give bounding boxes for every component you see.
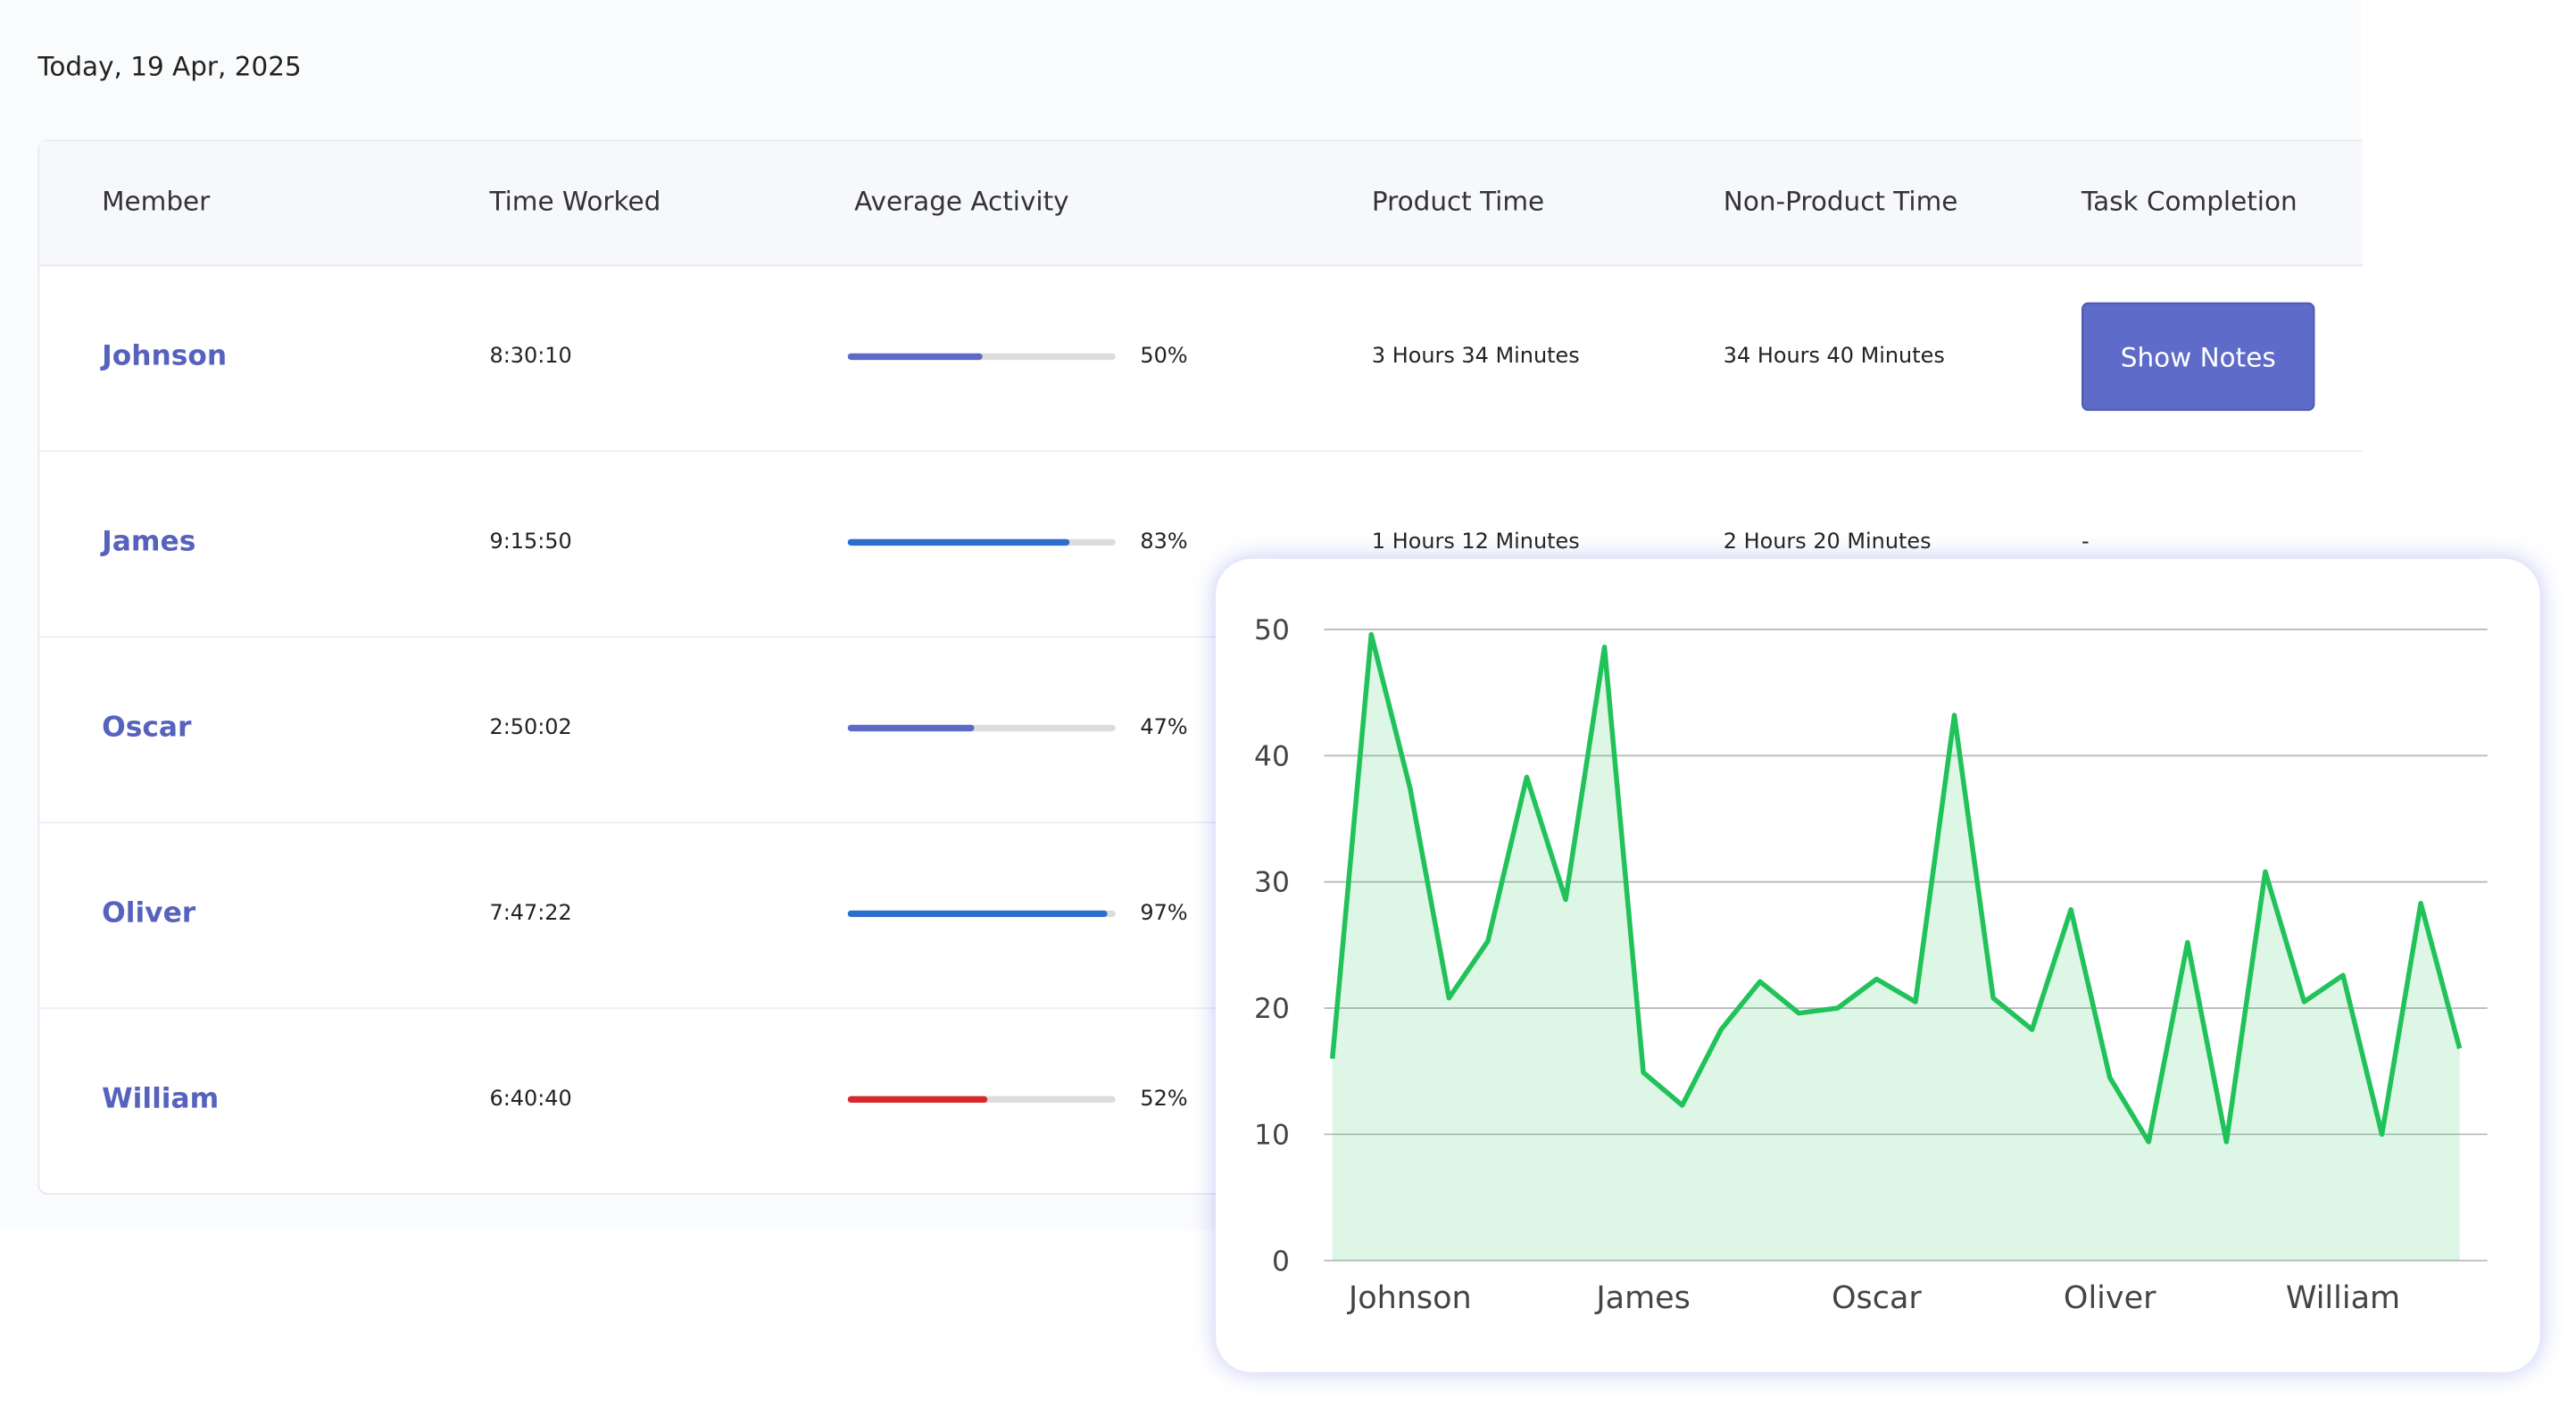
activity-bar [847, 1096, 987, 1104]
line [1329, 631, 2463, 1145]
activity-bar [847, 353, 982, 361]
row-divider [39, 636, 2363, 638]
y-tick-label: 40 [1254, 740, 1290, 772]
task-completion: - [2082, 529, 2090, 555]
column-header: Task Completion [2082, 185, 2298, 217]
activity-label: 47% [1140, 715, 1188, 741]
time-worked: 8:30:10 [489, 344, 572, 370]
y-tick-label: 30 [1254, 867, 1290, 899]
x-tick-label: Oscar [1832, 1280, 1922, 1316]
activity-label: 52% [1140, 1087, 1188, 1113]
time-worked: 2:50:02 [489, 715, 572, 741]
activity-bar [847, 724, 974, 732]
activity-bar [847, 910, 1108, 918]
x-tick-label: Oliver [2064, 1280, 2156, 1316]
date: Today, 19 Apr, 2025 [37, 51, 302, 83]
column-header: Time Worked [489, 185, 661, 217]
area-fill [1332, 634, 2460, 1261]
y-tick-label: 20 [1254, 993, 1290, 1025]
time-worked: 7:47:22 [489, 901, 572, 927]
chart-card: 0 10 20 30 40 50 Johnson James Oscar Oliver Willia… [1216, 558, 2540, 1372]
show-notes-button[interactable]: Show Notes [2082, 302, 2315, 412]
non-product-time: 2 Hours 20 Minutes [1723, 529, 1932, 555]
column-header: Average Activity [854, 185, 1069, 217]
y-tick-label: 10 [1254, 1119, 1290, 1151]
activity-label: 97% [1140, 901, 1188, 927]
table-header: Member Time Worked Average Activity Product… [39, 141, 2363, 267]
activity-label: 50% [1140, 344, 1188, 370]
time-worked: 6:40:40 [489, 1087, 572, 1113]
column-header: Non-Product Time [1723, 185, 1958, 217]
activity-label: 83% [1140, 529, 1188, 555]
y-tick-label: 0 [1272, 1246, 1290, 1278]
row-divider [39, 450, 2363, 453]
row-divider [39, 821, 2363, 824]
member[interactable]: James [102, 525, 196, 559]
non-product-time: 34 Hours 40 Minutes [1723, 344, 1945, 370]
member[interactable]: Oscar [102, 711, 192, 745]
activity-bar [847, 538, 1070, 546]
y-tick-label: 50 [1254, 614, 1290, 646]
activity-track [847, 353, 1116, 361]
activity-track [847, 724, 1116, 732]
member[interactable]: Oliver [102, 896, 196, 930]
product-time: 1 Hours 12 Minutes [1371, 529, 1580, 555]
row-divider [39, 1007, 2363, 1010]
member[interactable]: William [102, 1082, 220, 1116]
x-tick-label: Johnson [1347, 1280, 1472, 1316]
column-header: Product Time [1371, 185, 1545, 217]
activity-track [847, 538, 1116, 546]
activity-track [847, 1096, 1116, 1104]
chart: 0 10 20 30 40 50 Johnson James Oscar Oliver Willia… [1254, 614, 2488, 1316]
member[interactable]: Johnson [102, 340, 228, 373]
x-tick-label: James [1594, 1280, 1691, 1316]
product-time: 3 Hours 34 Minutes [1371, 344, 1580, 370]
time-worked: 9:15:50 [489, 529, 572, 555]
activity-track [847, 910, 1116, 918]
column-header: Member [102, 185, 211, 217]
x-tick-label: William [2286, 1280, 2400, 1316]
